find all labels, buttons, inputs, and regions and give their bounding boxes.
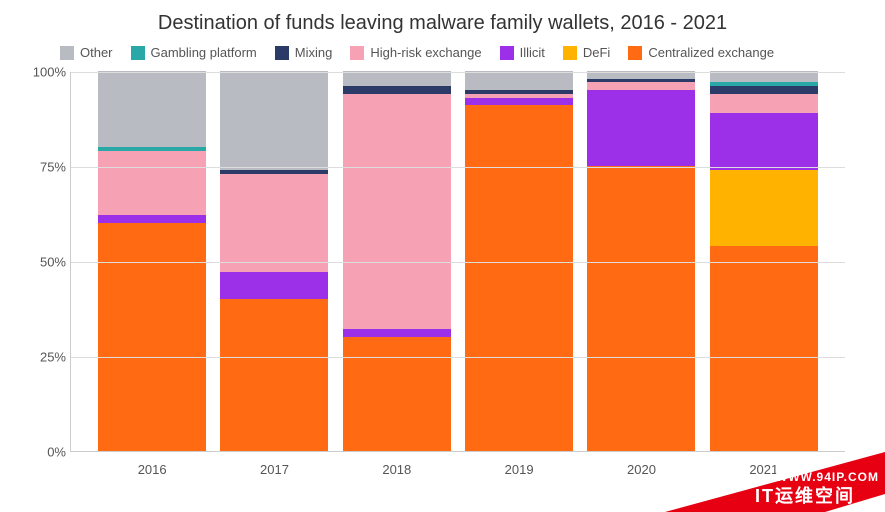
legend-swatch bbox=[60, 46, 74, 60]
bar-segment-illicit bbox=[587, 90, 695, 166]
bar-segment-high_risk bbox=[710, 94, 818, 113]
bar-segment-high_risk bbox=[587, 82, 695, 90]
bar-segment-mixing bbox=[343, 86, 451, 94]
legend-item: Illicit bbox=[500, 45, 545, 60]
y-tick-label: 50% bbox=[26, 255, 66, 270]
legend-item: High-risk exchange bbox=[350, 45, 481, 60]
bar-segment-illicit bbox=[220, 272, 328, 299]
legend-swatch bbox=[563, 46, 577, 60]
bar bbox=[98, 71, 206, 451]
plot-area: 201620172018201920202021 0%25%50%75%100% bbox=[70, 72, 845, 452]
bar bbox=[587, 71, 695, 451]
legend-item: Mixing bbox=[275, 45, 333, 60]
gridline bbox=[71, 357, 845, 358]
legend-label: High-risk exchange bbox=[370, 45, 481, 60]
bar-segment-other bbox=[98, 71, 206, 147]
legend-label: Other bbox=[80, 45, 113, 60]
legend-label: Centralized exchange bbox=[648, 45, 774, 60]
legend-label: DeFi bbox=[583, 45, 610, 60]
watermark: WWW.94IP.COM IT运维空间 bbox=[665, 452, 885, 512]
bar-segment-illicit bbox=[98, 215, 206, 223]
legend-label: Mixing bbox=[295, 45, 333, 60]
legend-swatch bbox=[275, 46, 289, 60]
y-tick-label: 100% bbox=[26, 65, 66, 80]
gridline bbox=[71, 262, 845, 263]
bar-segment-other bbox=[220, 71, 328, 170]
chart-container: Destination of funds leaving malware fam… bbox=[0, 0, 885, 512]
bar-segment-mixing bbox=[710, 86, 818, 94]
bar-segment-centralized bbox=[220, 299, 328, 451]
y-tick-label: 25% bbox=[26, 350, 66, 365]
legend-label: Gambling platform bbox=[151, 45, 257, 60]
bar-segment-illicit bbox=[343, 329, 451, 337]
bar-segment-other bbox=[465, 71, 573, 90]
bar bbox=[343, 71, 451, 451]
x-tick-label: 2019 bbox=[465, 462, 573, 477]
x-tick-label: 2017 bbox=[220, 462, 328, 477]
legend-item: DeFi bbox=[563, 45, 610, 60]
legend-swatch bbox=[500, 46, 514, 60]
gridline bbox=[71, 72, 845, 73]
bar bbox=[465, 71, 573, 451]
bar-segment-centralized bbox=[98, 223, 206, 451]
chart-legend: Other Gambling platform Mixing High-risk ex… bbox=[20, 45, 865, 60]
legend-swatch bbox=[628, 46, 642, 60]
bar-segment-illicit bbox=[710, 113, 818, 170]
bar-segment-centralized bbox=[343, 337, 451, 451]
bar-segment-centralized bbox=[465, 105, 573, 451]
bar-segment-centralized bbox=[710, 246, 818, 451]
legend-item: Other bbox=[60, 45, 113, 60]
bar-segment-centralized bbox=[587, 166, 695, 451]
y-tick-label: 75% bbox=[26, 160, 66, 175]
y-tick-label: 0% bbox=[26, 445, 66, 460]
legend-swatch bbox=[350, 46, 364, 60]
bar-segment-defi bbox=[710, 170, 818, 246]
legend-item: Centralized exchange bbox=[628, 45, 774, 60]
bar bbox=[710, 71, 818, 451]
bar-segment-high_risk bbox=[343, 94, 451, 330]
x-tick-label: 2016 bbox=[98, 462, 206, 477]
legend-swatch bbox=[131, 46, 145, 60]
bar bbox=[220, 71, 328, 451]
chart-title: Destination of funds leaving malware fam… bbox=[20, 12, 865, 35]
legend-label: Illicit bbox=[520, 45, 545, 60]
bar-segment-illicit bbox=[465, 98, 573, 106]
bar-segment-other bbox=[343, 71, 451, 86]
gridline bbox=[71, 167, 845, 168]
legend-item: Gambling platform bbox=[131, 45, 257, 60]
bar-segment-high_risk bbox=[98, 151, 206, 216]
bar-segment-high_risk bbox=[220, 174, 328, 273]
watermark-triangle-white bbox=[825, 494, 885, 512]
x-tick-label: 2018 bbox=[343, 462, 451, 477]
